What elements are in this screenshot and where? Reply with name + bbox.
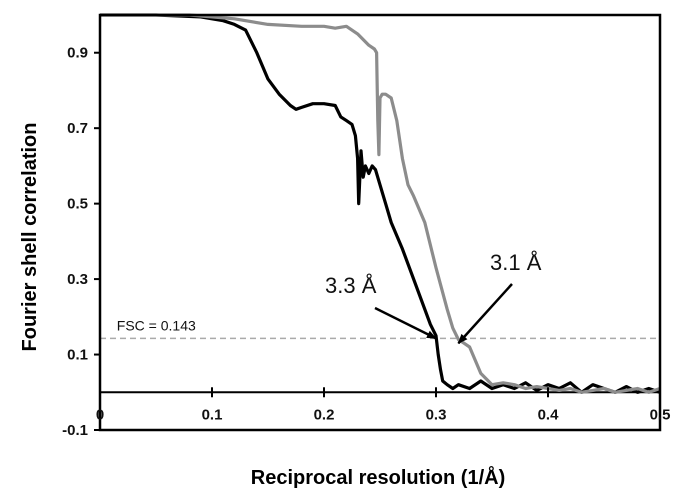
y-tick-label: -0.1: [62, 422, 88, 439]
plot-area: FSC = 0.143 -0.1 0.1 0.3 0.5 0.7 0.9 0 0.1 0.2 0.3…: [62, 13, 671, 439]
y-tick-label: 0.3: [67, 271, 88, 288]
x-tick-label: 0.3: [426, 406, 447, 423]
y-tick-label: 0.9: [67, 45, 88, 62]
series-line-1: [100, 13, 661, 394]
y-tick-label: 0.1: [67, 347, 88, 364]
y-tick-label: 0.5: [67, 196, 88, 213]
x-tick-label: 0.4: [538, 406, 560, 423]
x-axis-title: Reciprocal resolution (1/Å): [251, 465, 506, 489]
annotation-label-1: 3.3 Å: [325, 273, 377, 298]
threshold-label: FSC = 0.143: [117, 317, 196, 333]
x-tick-label: 0.1: [202, 406, 223, 423]
annotation-arrow-2: [457, 283, 513, 345]
x-tick-label: 0: [96, 406, 104, 423]
x-tick-label: 0.2: [314, 406, 335, 423]
annotation-label-2: 3.1 Å: [490, 250, 542, 275]
annotation-arrow-1: [374, 306, 437, 340]
y-axis-title: Fourier shell correlation: [19, 123, 41, 352]
x-tick-label: 0.5: [650, 406, 671, 423]
y-tick-label: 0.7: [67, 120, 88, 137]
plot-frame: [98, 13, 662, 432]
series-line-2: [100, 13, 661, 394]
